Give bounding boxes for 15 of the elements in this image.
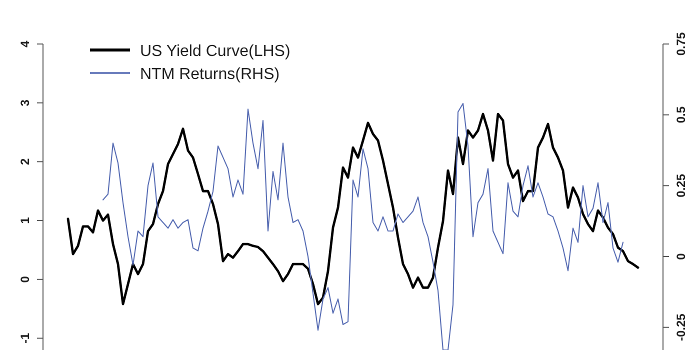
line-series [66, 112, 640, 306]
y-tick-label: 4 [18, 40, 32, 48]
y2-tick-label: 0.75 [674, 32, 688, 56]
y-tick-label: -1 [18, 332, 32, 344]
y-tick-label: 1 [18, 216, 32, 224]
y-tick-label: 3 [18, 99, 32, 106]
legend-label: US Yield Curve(LHS) [140, 43, 290, 60]
y2-tick-label: 0.5 [674, 106, 688, 124]
legend-label: NTM Returns(RHS) [140, 66, 280, 83]
y2-tick-label: 0.25 [674, 174, 688, 198]
y2-tick-label: 0 [674, 252, 688, 260]
y-tick-label: 0 [18, 276, 32, 283]
y-tick-label: 2 [18, 158, 32, 166]
line-series [102, 102, 624, 350]
y2-tick-label: -0.25 [674, 313, 688, 342]
